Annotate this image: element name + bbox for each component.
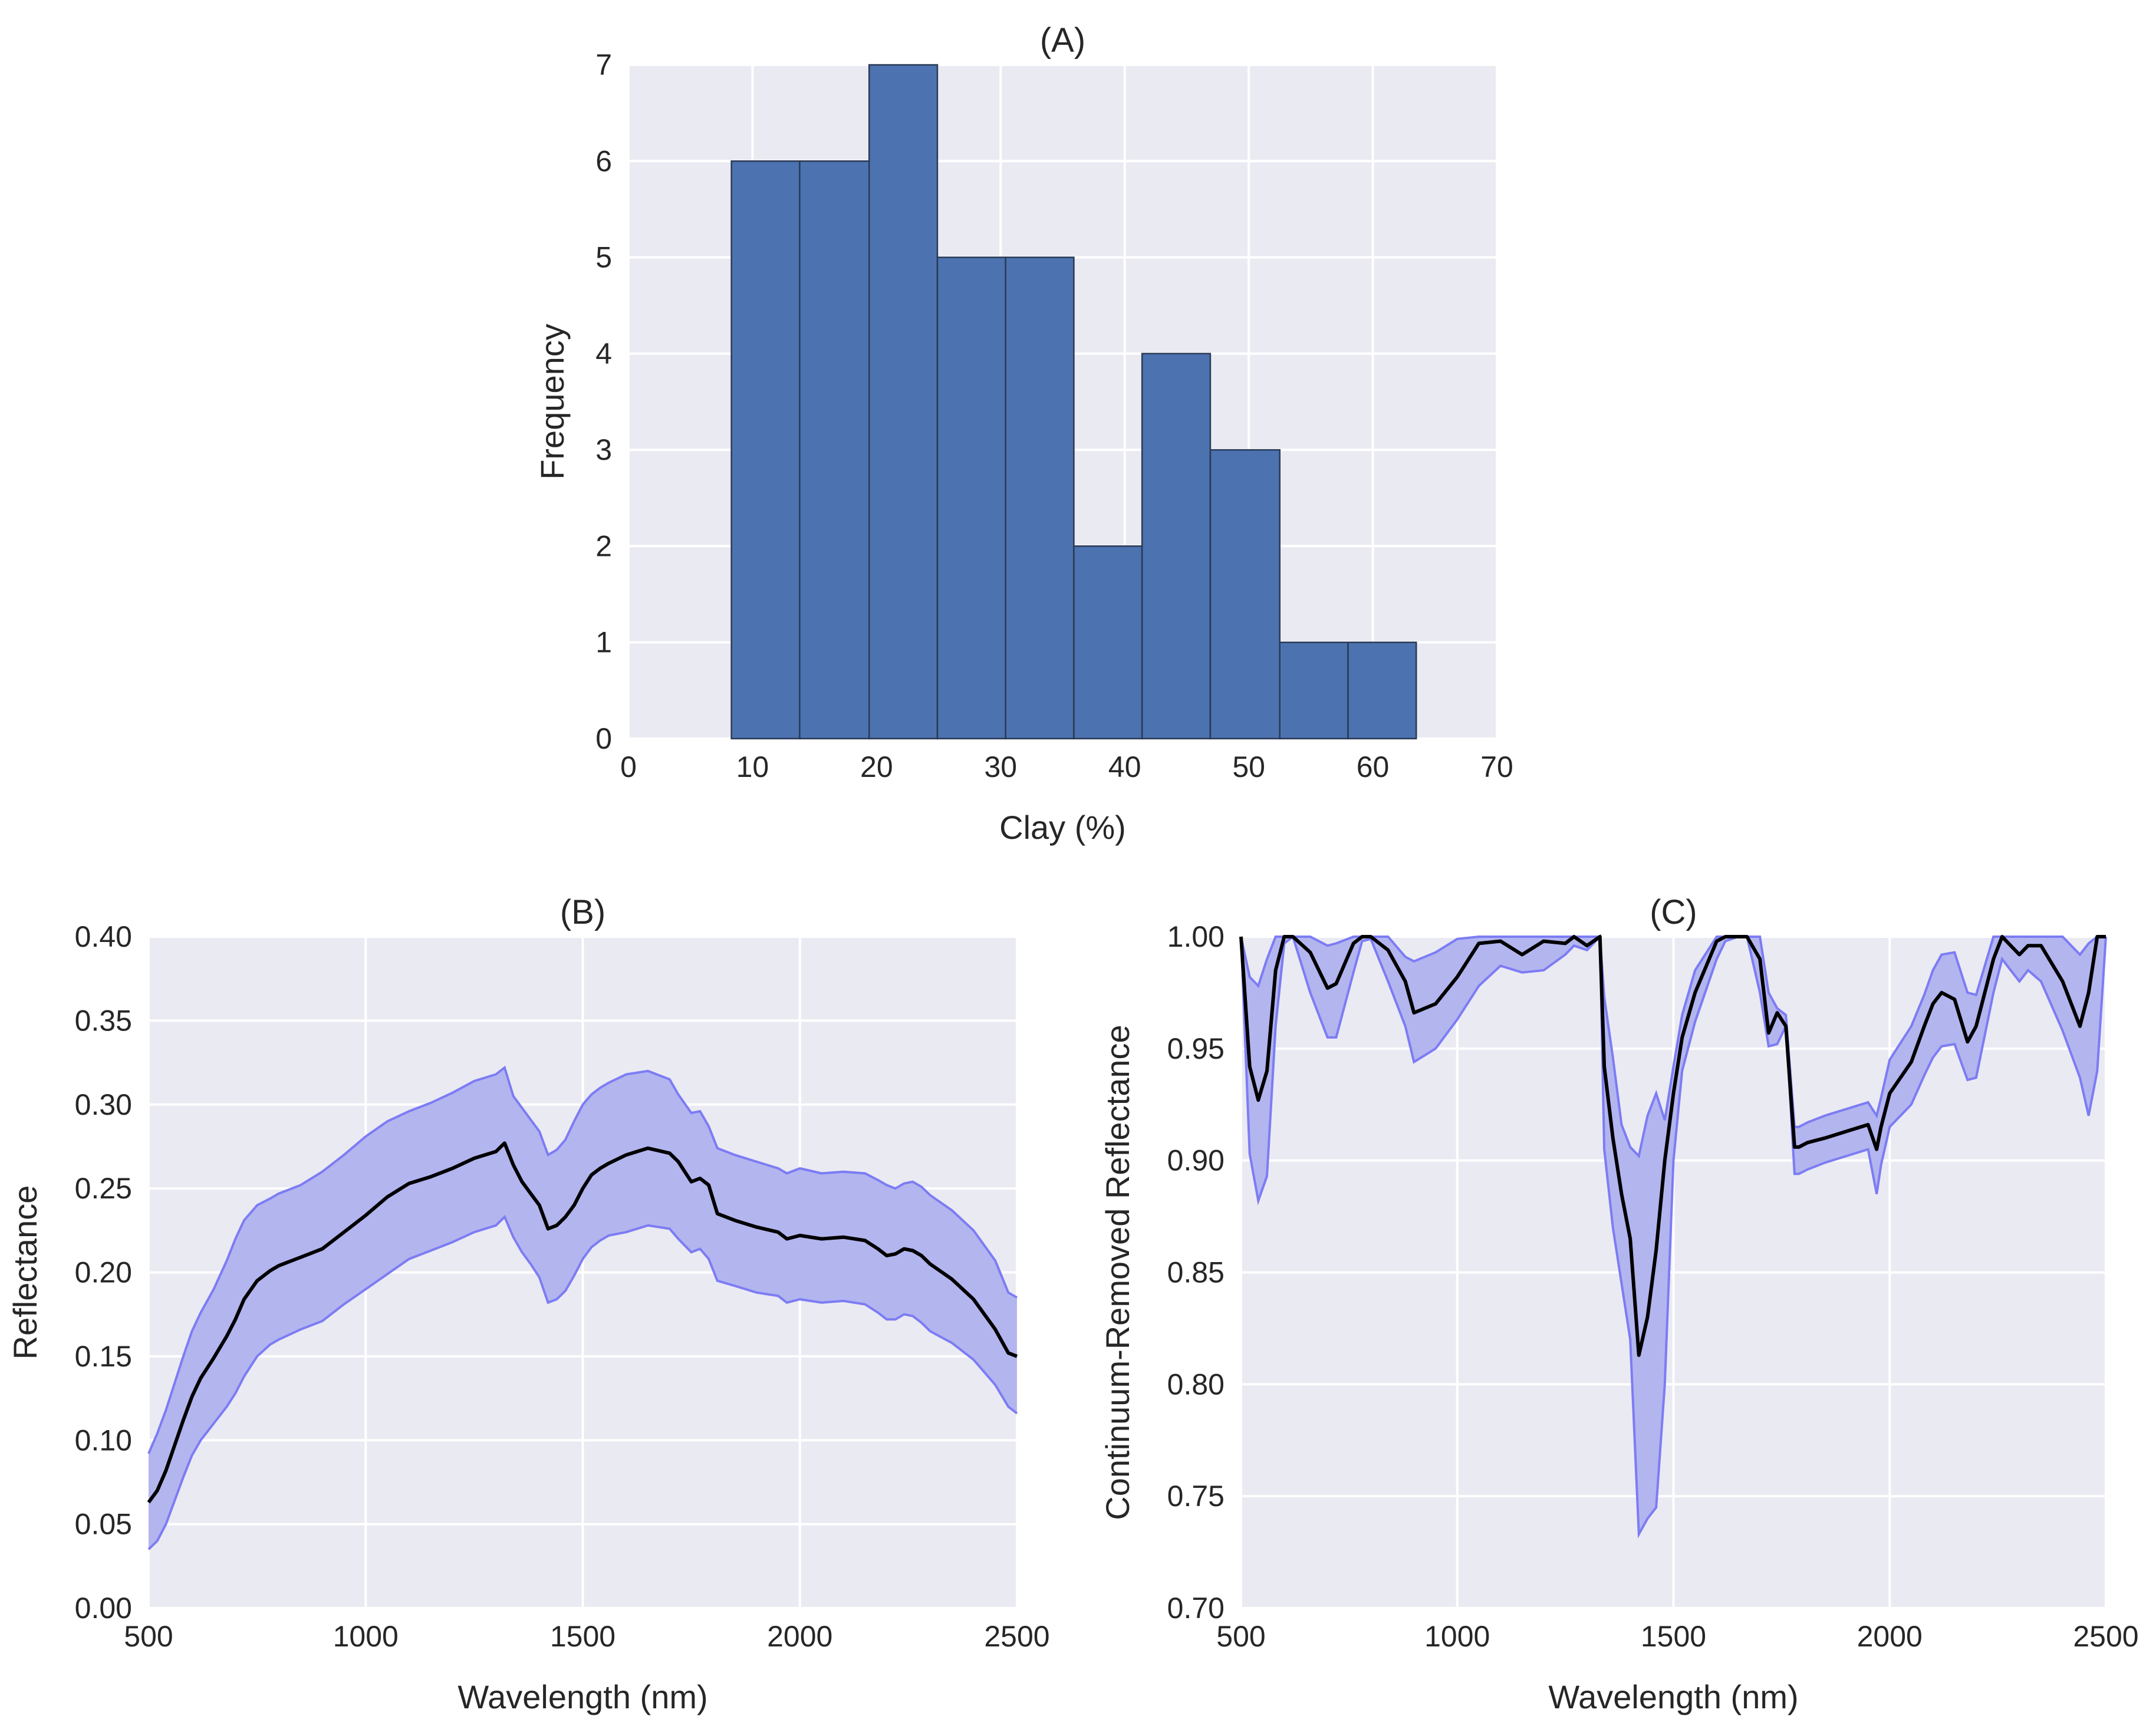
y-tick-label: 0.00: [75, 1592, 132, 1625]
histogram-bar: [868, 64, 939, 740]
histogram-bar: [936, 256, 1006, 740]
histogram-bar: [1209, 449, 1281, 740]
histogram-bar: [1073, 545, 1143, 740]
panel-a: 0 10 20 30 40 50 60 70 0 1 2 3 4 5 6 7 (A) Clay (%) Fre…: [534, 21, 1513, 846]
lower-bound-line: [147, 1215, 1018, 1550]
histogram-bar: [1279, 641, 1349, 740]
upper-bound-line: [147, 1065, 1018, 1454]
panel-c-y-axis-label: Continuum-Removed Reflectance: [1099, 1025, 1136, 1520]
x-tick-label: 2000: [767, 1620, 832, 1653]
y-tick-label: 6: [595, 144, 612, 177]
panel-c-title: (C): [1650, 893, 1697, 931]
panel-b-y-axis-label: Reflectance: [6, 1185, 44, 1360]
histogram-bar: [799, 160, 870, 740]
x-tick-label: 500: [124, 1620, 173, 1653]
mean-line: [1239, 935, 2106, 1357]
histogram-bar: [1141, 353, 1212, 740]
panel-c-x-axis-label: Wavelength (nm): [1548, 1678, 1798, 1715]
x-tick-label: 2500: [2073, 1620, 2138, 1653]
x-tick-label: 10: [736, 750, 769, 783]
histogram-bar: [1005, 256, 1075, 740]
x-tick-label: 1000: [333, 1620, 399, 1653]
panel-b-x-axis-label: Wavelength (nm): [457, 1678, 707, 1715]
y-tick-label: 0.25: [75, 1172, 132, 1205]
x-tick-label: 0: [620, 750, 637, 783]
confidence-band: [149, 1068, 1017, 1550]
panel-b-title: (B): [560, 893, 605, 931]
x-tick-label: 70: [1480, 750, 1513, 783]
y-tick-label: 0.70: [1167, 1592, 1225, 1625]
x-tick-label: 1500: [1641, 1620, 1706, 1653]
x-tick-label: 1500: [550, 1620, 615, 1653]
y-tick-label: 0.85: [1167, 1256, 1225, 1289]
y-tick-label: 2: [595, 529, 612, 562]
y-tick-label: 4: [595, 337, 612, 370]
histogram-bar: [1347, 641, 1417, 740]
x-tick-label: 60: [1357, 750, 1390, 783]
x-tick-label: 2000: [1857, 1620, 1923, 1653]
y-tick-label: 0.40: [75, 920, 132, 953]
y-tick-label: 0.30: [75, 1088, 132, 1121]
y-tick-label: 0.35: [75, 1004, 132, 1037]
y-tick-label: 7: [595, 48, 612, 81]
x-tick-label: 500: [1216, 1620, 1265, 1653]
confidence-band: [1241, 937, 2106, 1534]
x-tick-label: 20: [860, 750, 893, 783]
x-tick-label: 50: [1232, 750, 1265, 783]
y-tick-label: 1: [595, 626, 612, 659]
y-tick-label: 0.75: [1167, 1480, 1225, 1513]
y-tick-label: 0: [595, 722, 612, 755]
y-tick-label: 1.00: [1167, 920, 1225, 953]
panel-c: 500 1000 1500 2000 2500 0.70 0.75 0.80 0.85 0.90 0…: [1099, 893, 2139, 1715]
x-tick-label: 40: [1108, 750, 1141, 783]
x-tick-label: 30: [984, 750, 1017, 783]
panel-a-title: (A): [1040, 21, 1085, 60]
x-tick-label: 1000: [1424, 1620, 1490, 1653]
y-tick-label: 0.20: [75, 1256, 132, 1289]
mean-line: [147, 1141, 1018, 1504]
y-tick-label: 0.90: [1167, 1144, 1225, 1177]
panel-a-x-axis-label: Clay (%): [999, 809, 1126, 846]
y-tick-label: 0.15: [75, 1340, 132, 1373]
histogram-bar: [730, 160, 801, 740]
y-tick-label: 0.80: [1167, 1368, 1225, 1401]
y-tick-label: 3: [595, 433, 612, 466]
y-tick-label: 0.10: [75, 1424, 132, 1457]
x-tick-label: 2500: [984, 1620, 1049, 1653]
y-tick-label: 5: [595, 241, 612, 274]
y-tick-label: 0.95: [1167, 1032, 1225, 1065]
panel-b: 500 1000 1500 2000 2500 0.00 0.05 0.10 0.15 0.20 0…: [6, 893, 1050, 1715]
y-tick-label: 0.05: [75, 1508, 132, 1541]
panel-a-y-axis-label: Frequency: [534, 324, 571, 480]
